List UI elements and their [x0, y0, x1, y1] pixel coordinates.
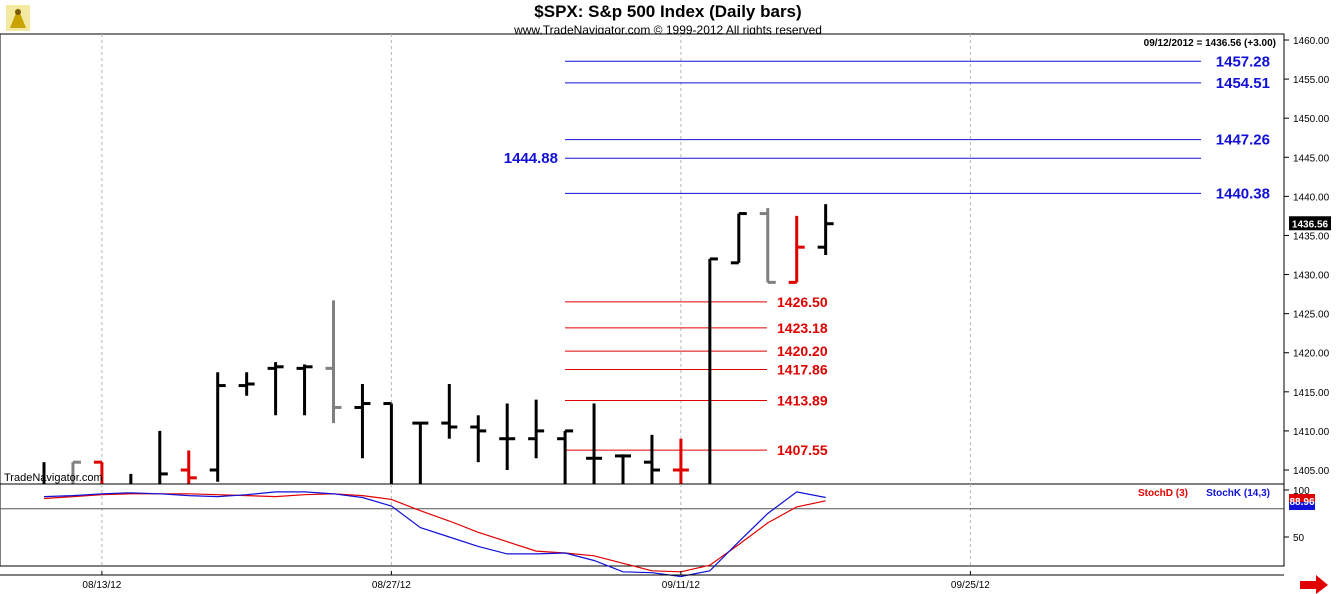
ohlc-bar [325, 300, 342, 424]
resistance-label: 1444.88 [504, 150, 558, 167]
ohlc-bar [788, 215, 805, 284]
ohlc-bar [354, 384, 371, 459]
ohlc-bar [296, 364, 313, 416]
chart-title: $SPX: S&p 500 Index (Daily bars) [534, 2, 801, 21]
stoch-current-label: 88.96 [1289, 497, 1314, 508]
legend-stoch-k: StochK (14,3) [1206, 488, 1270, 499]
date-tick-label: 08/27/12 [372, 580, 411, 591]
ohlc-bar [470, 415, 487, 463]
ohlc-bar [238, 372, 255, 396]
support-label: 1407.55 [777, 442, 828, 458]
price-tick-label: 1410.00 [1293, 427, 1330, 438]
last-value-label: 09/12/2012 = 1436.56 (+3.00) [1144, 38, 1276, 49]
support-label: 1426.50 [777, 294, 828, 310]
price-tick-label: 1415.00 [1293, 388, 1330, 399]
price-tick-label: 1405.00 [1293, 466, 1330, 477]
current-price-label: 1436.56 [1292, 219, 1329, 230]
stochastic-gridlines [0, 484, 1284, 566]
ohlc-bar [528, 399, 545, 459]
price-tick-label: 1460.00 [1293, 36, 1330, 47]
stoch-k-line [43, 491, 826, 578]
resistance-label: 1457.28 [1216, 53, 1270, 70]
ohlc-bar [267, 362, 284, 416]
scroll-right-arrow-icon[interactable] [1300, 575, 1328, 594]
support-label: 1413.89 [777, 392, 828, 408]
ohlc-bar [586, 403, 603, 498]
legend-stoch-d: StochD (3) [1138, 488, 1188, 499]
price-tick-label: 1435.00 [1293, 231, 1330, 242]
support-label: 1417.86 [777, 361, 828, 377]
stoch-d-line [43, 493, 826, 573]
date-tick-label: 09/25/12 [951, 580, 990, 591]
stochastic-lines [43, 491, 826, 578]
stoch-tick-label: 100 [1293, 486, 1310, 497]
price-axis: 1405.00 1410.00 1415.00 1420.00 1425.00 1430.… [1283, 34, 1330, 484]
price-panel: 09/12/2012 = 1436.56 (+3.00) 1457.28 1454… [0, 33, 1285, 499]
price-tick-label: 1425.00 [1293, 310, 1330, 321]
ohlc-bar [209, 372, 226, 482]
current-price-marker: 1436.56 [1289, 216, 1331, 231]
resistance-label: 1454.51 [1216, 75, 1270, 92]
price-tick-label: 1450.00 [1293, 114, 1330, 125]
stoch-current-marker: 88.96 [1289, 494, 1315, 510]
support-label: 1423.18 [777, 320, 828, 336]
date-axis: 08/13/12 08/27/12 09/11/12 09/25/12 [0, 571, 1284, 591]
ohlc-bar [499, 403, 516, 470]
support-label: 1420.20 [777, 343, 828, 359]
price-tick-label: 1445.00 [1293, 153, 1330, 164]
date-tick-label: 09/11/12 [662, 580, 701, 591]
price-levels: 1457.28 1454.51 1447.26 1444.88 1440.38 1426.… [504, 53, 1270, 458]
ohlc-bar [730, 212, 747, 265]
ohlc-bar [759, 208, 776, 284]
watermark-text: TradeNavigator.com [4, 472, 103, 484]
stochastic-axis: 100 50 [1284, 486, 1310, 544]
price-tick-label: 1430.00 [1293, 271, 1330, 282]
app-logo-icon [6, 5, 30, 31]
stoch-tick-label: 50 [1293, 533, 1305, 544]
price-tick-label: 1440.00 [1293, 192, 1330, 203]
resistance-label: 1447.26 [1216, 132, 1270, 149]
resistance-label: 1440.38 [1216, 185, 1270, 202]
ohlc-bar [441, 384, 458, 439]
price-tick-label: 1420.00 [1293, 349, 1330, 360]
stochastic-panel: StochD (3) StochK (14,3) [0, 483, 1285, 578]
price-tick-label: 1455.00 [1293, 75, 1330, 86]
date-tick-label: 08/13/12 [82, 580, 121, 591]
ohlc-bar [817, 204, 834, 255]
